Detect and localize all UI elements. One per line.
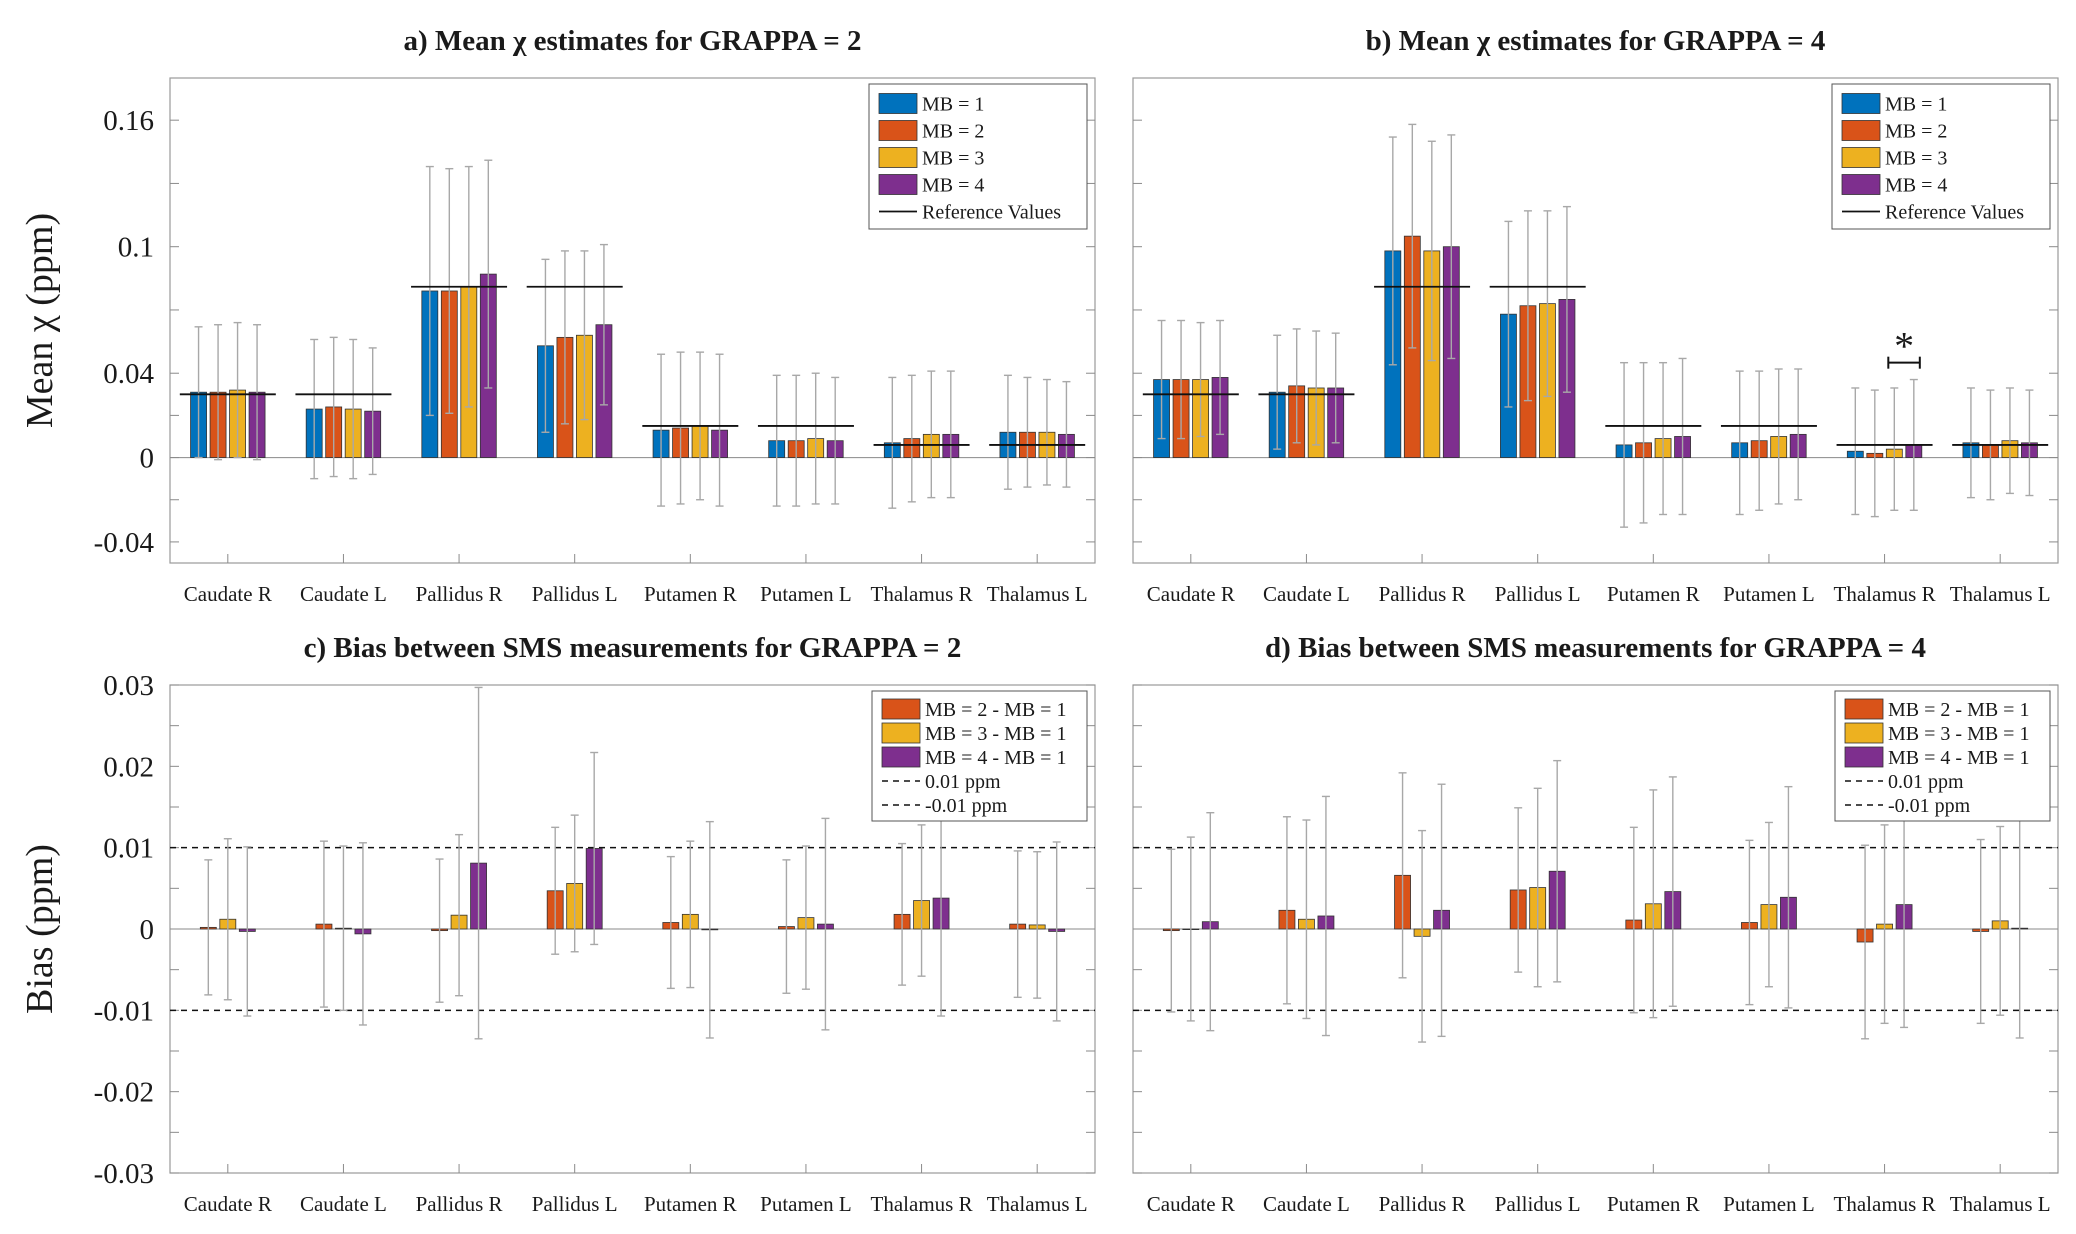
legend: MB = 1 MB = 2 MB = 3 MB = 4 Reference Values bbox=[1831, 83, 2051, 230]
legend-swatch-mb-4 bbox=[1841, 174, 1881, 195]
y-tick-label: 0.03 bbox=[103, 670, 154, 702]
x-tick-label-putamen-r: Putamen R bbox=[1607, 582, 1700, 606]
legend-swatch-mb-1 bbox=[1841, 93, 1881, 114]
y-tick-label: 0.04 bbox=[103, 358, 154, 390]
x-tick-label-caudate-l: Caudate L bbox=[1263, 1192, 1350, 1216]
x-tick-label-thalamus-l: Thalamus L bbox=[1950, 1192, 2051, 1216]
x-tick-label-caudate-l: Caudate L bbox=[300, 582, 387, 606]
legend-swatch-mb-1 bbox=[878, 93, 918, 114]
legend-label-reference-values: Reference Values bbox=[1885, 202, 2024, 224]
x-tick-label-caudate-r: Caudate R bbox=[1147, 582, 1235, 606]
legend-swatch-mb-3 bbox=[878, 147, 918, 168]
legend: MB = 2 - MB = 1MB = 3 - MB = 1MB = 4 - M… bbox=[1834, 690, 2051, 822]
x-tick-label-putamen-l: Putamen L bbox=[760, 1192, 852, 1216]
panel-d-grappa4-bias: d) Bias between SMS measurements for GRA… bbox=[1132, 632, 2059, 1216]
x-tick-label-pallidus-l: Pallidus L bbox=[1495, 582, 1581, 606]
legend-label-mb-3: MB = 3 bbox=[922, 148, 984, 170]
panel-c-grappa2-bias: c) Bias between SMS measurements for GRA… bbox=[19, 632, 1096, 1216]
y-tick-label: 0.1 bbox=[118, 232, 154, 264]
y-tick-label: -0.03 bbox=[94, 1158, 154, 1190]
x-tick-label-putamen-l: Putamen L bbox=[1723, 582, 1815, 606]
legend-label-mb-2: MB = 2 bbox=[1885, 121, 1947, 143]
y-tick-label: 0.01 bbox=[103, 833, 154, 865]
x-tick-label-thalamus-r: Thalamus R bbox=[871, 1192, 973, 1216]
x-tick-label-putamen-r: Putamen R bbox=[644, 582, 737, 606]
panel-title: c) Bias between SMS measurements for GRA… bbox=[304, 632, 962, 664]
legend-label-mb-4: MB = 4 bbox=[922, 175, 984, 197]
legend-swatch-mb-4 bbox=[878, 174, 918, 195]
y-tick-label: 0 bbox=[140, 914, 155, 946]
legend-label-mb-4: MB = 4 bbox=[1885, 175, 1947, 197]
x-tick-label-caudate-l: Caudate L bbox=[300, 1192, 387, 1216]
legend-swatch-mb-2-mb-1 bbox=[881, 698, 921, 720]
legend-swatch-mb-2 bbox=[878, 120, 918, 141]
significance-marker: * bbox=[1894, 324, 1914, 369]
panel-a-grappa2-mean: a) Mean χ estimates for GRAPPA = 2 Mean χ… bbox=[19, 25, 1096, 606]
x-tick-label-thalamus-l: Thalamus L bbox=[987, 582, 1088, 606]
x-tick-label-caudate-r: Caudate R bbox=[184, 1192, 272, 1216]
y-tick-label: 0.16 bbox=[103, 105, 154, 137]
legend-label-mb-4-mb-1: MB = 4 - MB = 1 bbox=[925, 747, 1066, 769]
legend-label-mb-1: MB = 1 bbox=[922, 94, 984, 116]
legend-swatch-mb-2-mb-1 bbox=[1844, 698, 1884, 720]
panel-b-grappa4-mean: b) Mean χ estimates for GRAPPA = 4 Caudat… bbox=[1132, 25, 2059, 606]
legend-label-0-01-ppm: 0.01 ppm bbox=[1888, 771, 1964, 793]
legend-label-mb-3-mb-1: MB = 3 - MB = 1 bbox=[1888, 723, 2029, 745]
y-axis-label: Bias (ppm) bbox=[19, 844, 61, 1014]
x-tick-label-putamen-l: Putamen L bbox=[1723, 1192, 1815, 1216]
y-tick-label: 0.02 bbox=[103, 751, 154, 783]
panel-title: d) Bias between SMS measurements for GRA… bbox=[1265, 632, 1926, 664]
legend-label-mb-2: MB = 2 bbox=[922, 121, 984, 143]
x-tick-label-caudate-l: Caudate L bbox=[1263, 582, 1350, 606]
legend-label-mb-2-mb-1: MB = 2 - MB = 1 bbox=[1888, 699, 2029, 721]
legend-swatch-mb-3-mb-1 bbox=[881, 722, 921, 744]
legend-swatch-mb-3-mb-1 bbox=[1844, 722, 1884, 744]
x-tick-label-pallidus-r: Pallidus R bbox=[1379, 1192, 1466, 1216]
x-tick-label-pallidus-r: Pallidus R bbox=[416, 1192, 503, 1216]
legend-swatch-mb-2 bbox=[1841, 120, 1881, 141]
x-tick-label-pallidus-l: Pallidus L bbox=[532, 582, 618, 606]
x-tick-label-putamen-r: Putamen R bbox=[644, 1192, 737, 1216]
y-tick-label: -0.01 bbox=[94, 995, 154, 1027]
x-tick-label-thalamus-r: Thalamus R bbox=[1834, 582, 1936, 606]
legend: MB = 1 MB = 2 MB = 3 MB = 4 Reference Values bbox=[868, 83, 1088, 230]
x-tick-label-pallidus-r: Pallidus R bbox=[1379, 582, 1466, 606]
legend-label-mb-3-mb-1: MB = 3 - MB = 1 bbox=[925, 723, 1066, 745]
x-tick-label-caudate-r: Caudate R bbox=[184, 582, 272, 606]
y-tick-label: 0 bbox=[140, 443, 155, 475]
x-tick-label-pallidus-l: Pallidus L bbox=[1495, 1192, 1581, 1216]
legend-label-0-01-ppm: 0.01 ppm bbox=[925, 771, 1001, 793]
x-tick-label-caudate-r: Caudate R bbox=[1147, 1192, 1235, 1216]
x-tick-label-thalamus-l: Thalamus L bbox=[1950, 582, 2051, 606]
legend: MB = 2 - MB = 1MB = 3 - MB = 1MB = 4 - M… bbox=[871, 690, 1088, 822]
legend-label-mb-3: MB = 3 bbox=[1885, 148, 1947, 170]
x-tick-label-thalamus-r: Thalamus R bbox=[871, 582, 973, 606]
legend-swatch-mb-4-mb-1 bbox=[881, 746, 921, 768]
legend-label-mb-4-mb-1: MB = 4 - MB = 1 bbox=[1888, 747, 2029, 769]
y-tick-label: -0.04 bbox=[94, 527, 155, 559]
x-tick-label-thalamus-l: Thalamus L bbox=[987, 1192, 1088, 1216]
legend-label-0-01-ppm: -0.01 ppm bbox=[1888, 795, 1971, 817]
legend-swatch-mb-4-mb-1 bbox=[1844, 746, 1884, 768]
legend-label-mb-2-mb-1: MB = 2 - MB = 1 bbox=[925, 699, 1066, 721]
legend-label-0-01-ppm: -0.01 ppm bbox=[925, 795, 1008, 817]
legend-label-mb-1: MB = 1 bbox=[1885, 94, 1947, 116]
y-axis-label: Mean χ (ppm) bbox=[19, 213, 61, 428]
x-tick-label-thalamus-r: Thalamus R bbox=[1834, 1192, 1936, 1216]
legend-swatch-mb-3 bbox=[1841, 147, 1881, 168]
x-tick-label-pallidus-r: Pallidus R bbox=[416, 582, 503, 606]
x-tick-label-putamen-l: Putamen L bbox=[760, 582, 852, 606]
x-tick-label-putamen-r: Putamen R bbox=[1607, 1192, 1700, 1216]
x-tick-label-pallidus-l: Pallidus L bbox=[532, 1192, 618, 1216]
panel-title: a) Mean χ estimates for GRAPPA = 2 bbox=[403, 25, 861, 57]
legend-label-reference-values: Reference Values bbox=[922, 202, 1061, 224]
panel-title: b) Mean χ estimates for GRAPPA = 4 bbox=[1366, 25, 1826, 57]
y-tick-label: -0.02 bbox=[94, 1077, 154, 1109]
